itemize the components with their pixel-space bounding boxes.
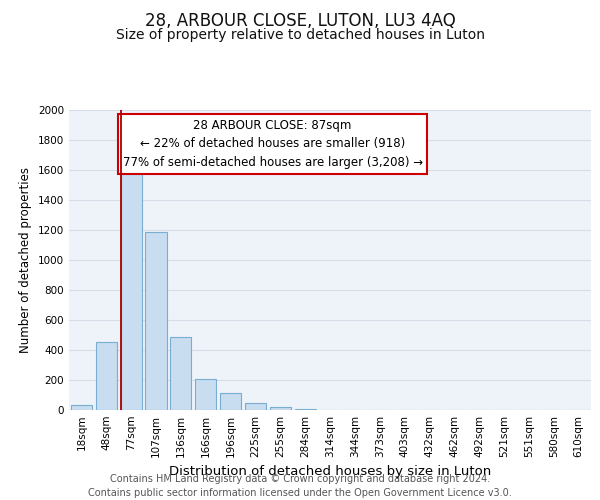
Bar	[270, 407, 291, 410]
Text: Size of property relative to detached houses in Luton: Size of property relative to detached ho…	[115, 28, 485, 42]
Text: Contains HM Land Registry data © Crown copyright and database right 2024.
Contai: Contains HM Land Registry data © Crown c…	[88, 474, 512, 498]
Text: 28, ARBOUR CLOSE, LUTON, LU3 4AQ: 28, ARBOUR CLOSE, LUTON, LU3 4AQ	[145, 12, 455, 30]
Bar	[96, 342, 117, 410]
Bar	[71, 405, 92, 410]
Bar	[245, 403, 266, 410]
Bar	[220, 393, 241, 410]
Bar	[121, 170, 142, 410]
Bar	[195, 378, 216, 410]
Bar	[170, 336, 191, 410]
Y-axis label: Number of detached properties: Number of detached properties	[19, 167, 32, 353]
Bar	[145, 232, 167, 410]
X-axis label: Distribution of detached houses by size in Luton: Distribution of detached houses by size …	[169, 466, 491, 478]
Text: 28 ARBOUR CLOSE: 87sqm
← 22% of detached houses are smaller (918)
77% of semi-de: 28 ARBOUR CLOSE: 87sqm ← 22% of detached…	[122, 119, 422, 169]
Bar	[295, 409, 316, 410]
